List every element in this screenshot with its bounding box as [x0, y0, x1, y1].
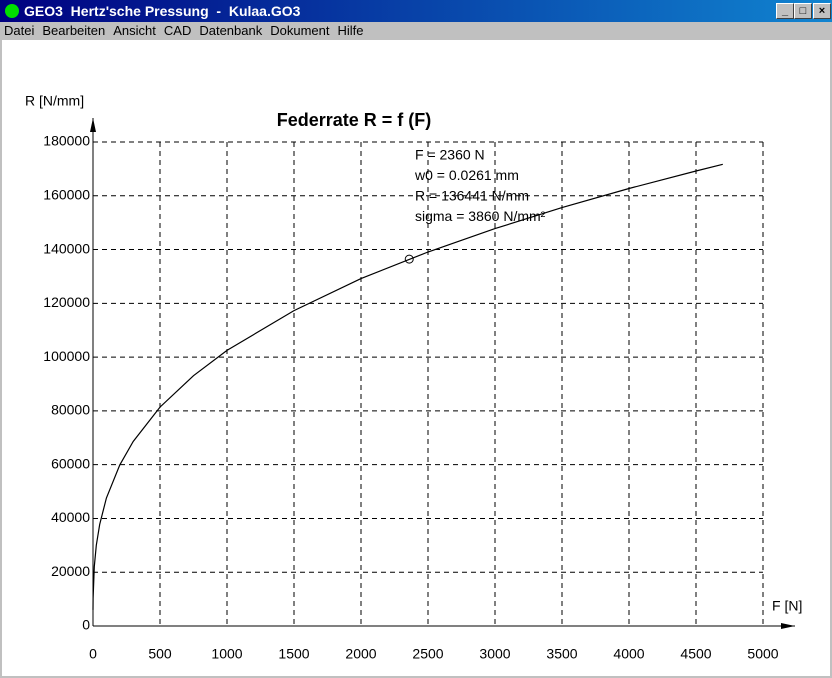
x-tick-label: 3500	[546, 646, 577, 662]
y-tick-label: 80000	[51, 402, 90, 418]
title-bar: GEO3 Hertz'sche Pressung - Kulaa.GO3 _ □…	[0, 0, 832, 22]
x-axis-label: F [N]	[772, 598, 802, 614]
y-tick-label: 100000	[43, 348, 90, 364]
y-axis-label: R [N/mm]	[25, 93, 84, 109]
x-tick-label: 4500	[680, 646, 711, 662]
menu-item[interactable]: CAD	[163, 23, 192, 38]
y-tick-label: 40000	[51, 509, 90, 525]
annotation: sigma = 3860 N/mm²	[415, 208, 546, 224]
x-tick-label: 1000	[211, 646, 242, 662]
menu-item[interactable]: Dokument	[270, 23, 330, 38]
y-axis-arrow	[90, 118, 96, 132]
menu-item[interactable]: Datei	[4, 23, 35, 38]
app-icon	[5, 4, 19, 18]
chart: Federrate R = f (F) R [N/mm] F [N] 0 2000…	[25, 93, 802, 662]
y-tick-label: 140000	[43, 240, 90, 256]
menu-item[interactable]: Ansicht	[113, 23, 156, 38]
menu-item[interactable]: Hilfe	[337, 23, 364, 38]
x-tick-label: 3000	[479, 646, 510, 662]
curve	[92, 163, 723, 610]
y-tick-label: 0	[82, 617, 90, 633]
x-tick-label: 2000	[345, 646, 376, 662]
annotation: F = 2360 N	[415, 147, 485, 163]
x-tick-label: 500	[148, 646, 172, 662]
minimize-button[interactable]: _	[776, 3, 794, 19]
annotation: R = 136441 N/mm	[415, 188, 529, 204]
y-tick-label: 60000	[51, 455, 90, 471]
x-tick-label: 0	[89, 646, 97, 662]
close-button[interactable]: ×	[813, 3, 831, 19]
chart-title: Federrate R = f (F)	[277, 110, 432, 130]
y-tick-label: 160000	[43, 186, 90, 202]
annotation: w0 = 0.0261 mm	[414, 167, 519, 183]
y-tick-label: 20000	[51, 563, 90, 579]
y-tick-label: 120000	[43, 294, 90, 310]
x-axis-arrow	[781, 623, 795, 629]
menu-bar: Datei Bearbeiten Ansicht CAD Datenbank Dokume…	[0, 22, 832, 40]
window-title: GEO3 Hertz'sche Pressung - Kulaa.GO3	[24, 3, 301, 19]
operating-point	[404, 254, 414, 264]
x-tick-label: 4000	[613, 646, 644, 662]
menu-item[interactable]: Datenbank	[199, 23, 263, 38]
client-area: Federrate R = f (F) R [N/mm] F [N] 0 2000…	[2, 40, 830, 676]
maximize-button[interactable]: □	[794, 3, 812, 19]
x-tick-label: 2500	[412, 646, 443, 662]
x-tick-label: 5000	[747, 646, 778, 662]
x-tick-label: 1500	[278, 646, 309, 662]
y-tick-label: 180000	[43, 133, 90, 149]
menu-item[interactable]: Bearbeiten	[42, 23, 106, 38]
